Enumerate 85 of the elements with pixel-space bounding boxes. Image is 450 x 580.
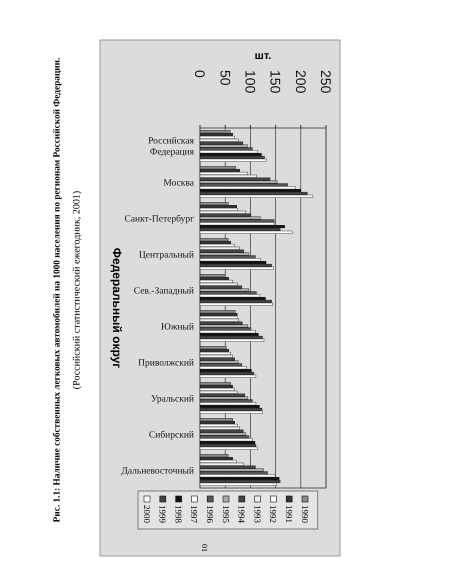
bar bbox=[200, 410, 263, 414]
legend-label: 1990 bbox=[300, 505, 310, 524]
bar bbox=[200, 238, 228, 242]
legend-label: 1994 bbox=[236, 505, 247, 524]
y-tick-label: Южный bbox=[161, 322, 194, 332]
bar bbox=[200, 399, 253, 402]
bar bbox=[200, 274, 226, 278]
bar bbox=[200, 374, 256, 378]
bar bbox=[200, 241, 231, 244]
bar bbox=[200, 426, 240, 430]
bar bbox=[200, 313, 238, 316]
bar bbox=[200, 349, 229, 352]
bar bbox=[200, 330, 256, 334]
bar bbox=[200, 302, 273, 306]
bar bbox=[200, 158, 267, 162]
text: Рис. 1.1: Наличие собственных легковых автомобилей на 1000 населения по регионам Российской Федерации. bbox=[52, 58, 62, 522]
text: (Российский статистический ежегодник, 2001) bbox=[72, 190, 82, 390]
bar bbox=[200, 310, 236, 314]
bar bbox=[200, 382, 231, 386]
legend-label: 1992 bbox=[268, 505, 278, 523]
bar bbox=[200, 333, 259, 336]
y-tick-label: Сибирский bbox=[148, 430, 194, 440]
legend-label: 1993 bbox=[252, 505, 262, 524]
legend-label: 2000 bbox=[142, 505, 152, 524]
bar bbox=[200, 402, 256, 406]
y-tick-label: Москва bbox=[163, 178, 195, 188]
bar bbox=[200, 346, 226, 350]
bar bbox=[200, 457, 233, 460]
bar bbox=[200, 477, 280, 480]
bar bbox=[200, 150, 258, 154]
bar bbox=[200, 394, 246, 397]
bar bbox=[200, 385, 233, 388]
bar bbox=[200, 430, 244, 433]
x-tick-label: 100 bbox=[242, 70, 258, 94]
x-tick-label: 150 bbox=[268, 70, 284, 94]
text: 01 bbox=[200, 544, 210, 552]
legend-label: 1995 bbox=[220, 505, 231, 524]
legend-label: 1996 bbox=[205, 505, 216, 524]
bar bbox=[200, 318, 240, 322]
bar bbox=[200, 166, 236, 170]
bar bbox=[200, 277, 229, 280]
bar bbox=[200, 441, 256, 444]
y-tick-label: Российская Федерация bbox=[148, 136, 195, 158]
bar bbox=[200, 153, 262, 156]
x-tick-label: 50 bbox=[217, 70, 234, 86]
bar bbox=[200, 354, 233, 358]
bar bbox=[200, 142, 244, 145]
bar bbox=[200, 358, 235, 361]
bar bbox=[200, 205, 237, 208]
legend-label: 1999 bbox=[158, 505, 168, 524]
x-tick-label: 200 bbox=[292, 70, 309, 94]
bar bbox=[200, 418, 233, 422]
y-tick-label: Уральский bbox=[150, 394, 194, 404]
bar bbox=[200, 291, 257, 294]
bar bbox=[200, 219, 274, 222]
bar bbox=[200, 133, 233, 136]
x-tick-label: 0 bbox=[192, 70, 208, 78]
bar bbox=[200, 230, 292, 234]
y-tick-label: Центральный bbox=[138, 250, 194, 260]
y-axis-title: Федеральный округ bbox=[110, 248, 124, 368]
legend-label: 1991 bbox=[284, 505, 294, 523]
bar bbox=[200, 363, 242, 366]
x-tick-label: 250 bbox=[318, 70, 334, 94]
bar bbox=[200, 474, 276, 478]
bar bbox=[200, 482, 277, 486]
bar bbox=[200, 435, 250, 438]
bar bbox=[200, 225, 285, 228]
bar bbox=[200, 266, 274, 270]
bar bbox=[200, 194, 314, 198]
bar bbox=[200, 421, 235, 424]
bar bbox=[200, 138, 239, 142]
legend-label: 1997 bbox=[189, 505, 200, 524]
legend-label: 1998 bbox=[173, 505, 184, 524]
y-tick-label: Санкт-Петербург bbox=[124, 214, 194, 224]
bar bbox=[200, 446, 258, 450]
x-axis-title: шт. bbox=[254, 50, 272, 62]
bar bbox=[200, 130, 230, 134]
bar bbox=[200, 246, 240, 250]
bar bbox=[200, 338, 264, 342]
bar bbox=[200, 405, 260, 408]
bar bbox=[200, 369, 252, 372]
y-tick-label: Приволжский bbox=[138, 358, 194, 368]
y-tick-label: Дальневосточный bbox=[121, 466, 194, 476]
bar bbox=[200, 438, 253, 442]
y-tick-label: Сев.-Западный bbox=[134, 286, 194, 296]
